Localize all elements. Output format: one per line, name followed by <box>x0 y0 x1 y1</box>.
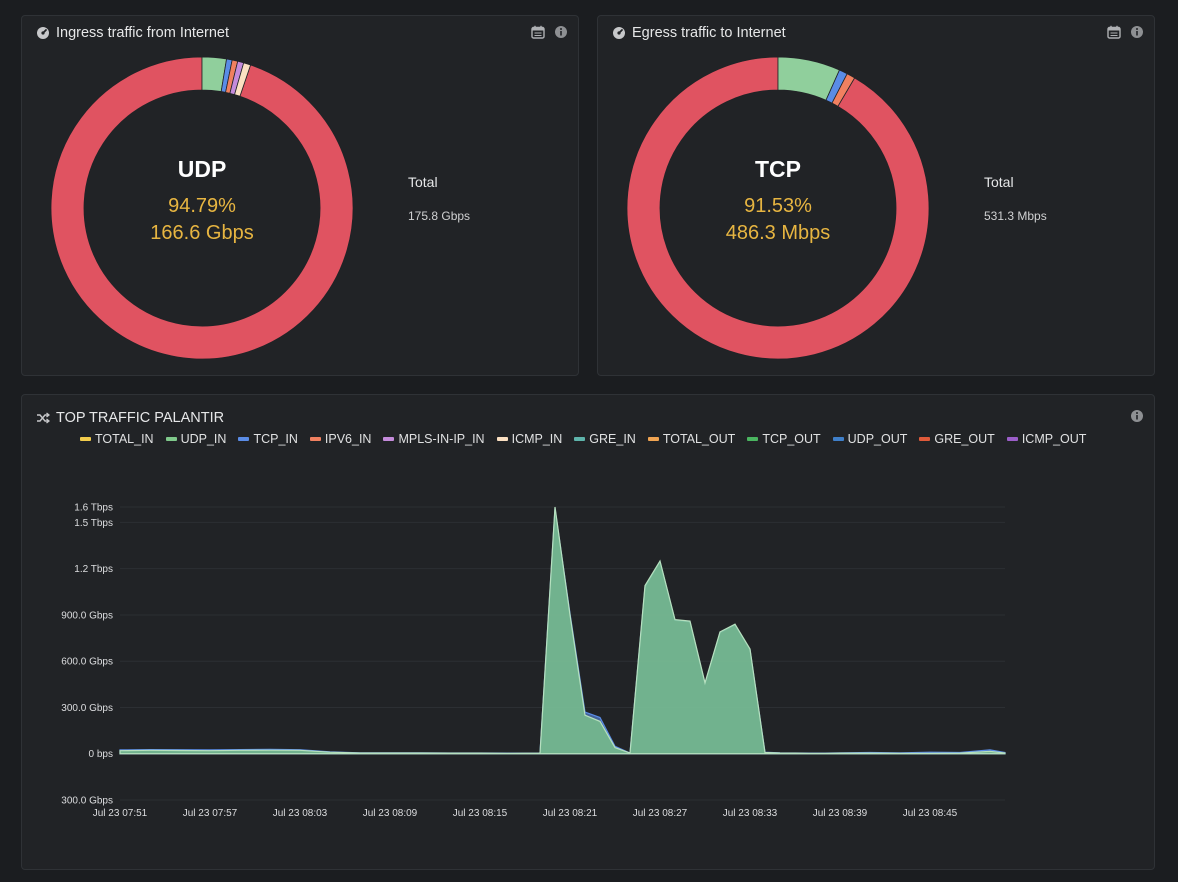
egress-total-value: 531.3 Mbps <box>984 209 1047 223</box>
egress-top-value: 486.3 Mbps <box>725 221 831 244</box>
legend-swatch <box>80 437 91 441</box>
legend-item-total_out[interactable]: TOTAL_OUT <box>647 432 736 446</box>
legend-swatch <box>496 437 508 441</box>
y-tick-label: 900.0 Gbps <box>61 610 113 621</box>
x-tick-label: Jul 23 08:27 <box>633 808 688 819</box>
traffic-panel-title: TOP TRAFFIC PALANTIR <box>56 410 225 426</box>
legend-swatch <box>832 437 844 441</box>
info-icon[interactable] <box>1130 409 1144 423</box>
legend-label: IPV6_IN <box>324 432 372 446</box>
legend-swatch <box>238 437 250 441</box>
y-tick-label: 1.6 Tbps <box>74 503 113 514</box>
x-tick-label: Jul 23 08:39 <box>813 808 868 819</box>
ingress-panel: Ingress traffic from Internet UDP 94.79%… <box>21 15 579 376</box>
legend-swatch <box>574 437 586 441</box>
legend-label: UDP_IN <box>180 432 227 446</box>
egress-panel-header: Egress traffic to Internet <box>612 25 786 41</box>
legend-swatch <box>919 437 931 441</box>
y-tick-label: 300.0 Gbps <box>61 703 113 714</box>
gauge-icon <box>36 26 50 40</box>
legend-item-tcp_in[interactable]: TCP_IN <box>238 432 298 446</box>
legend-swatch <box>1006 437 1018 441</box>
ingress-total-label: Total <box>408 174 438 190</box>
ingress-total: Total 175.8 Gbps <box>408 174 470 223</box>
ingress-top-percent: 94.79% <box>168 194 236 217</box>
x-tick-label: Jul 23 08:15 <box>453 808 508 819</box>
ingress-donut-chart: UDP 94.79% 166.6 Gbps <box>50 56 354 360</box>
gauge-icon <box>612 26 626 40</box>
traffic-legend: TOTAL_IN UDP_IN TCP_IN IPV6_IN MPLS-IN-IP_IN… <box>80 432 1086 446</box>
legend-item-gre_in[interactable]: GRE_IN <box>574 432 636 446</box>
legend-item-total_in[interactable]: TOTAL_IN <box>80 432 154 446</box>
legend-label: MPLS-IN-IP_IN <box>398 432 485 446</box>
traffic-panel-header: TOP TRAFFIC PALANTIR <box>36 410 224 426</box>
egress-top-protocol: TCP <box>755 155 801 182</box>
legend-item-ipv6_in[interactable]: IPV6_IN <box>309 432 372 446</box>
legend-item-icmp_out[interactable]: ICMP_OUT <box>1006 432 1087 446</box>
x-tick-label: Jul 23 08:33 <box>723 808 778 819</box>
ingress-slice-0[interactable] <box>50 56 354 360</box>
ingress-donut-svg <box>50 56 354 360</box>
x-tick-label: Jul 23 08:09 <box>363 808 418 819</box>
series-udp_in-area[interactable] <box>119 506 1006 755</box>
legend-label: TCP_IN <box>253 432 298 446</box>
legend-item-icmp_in[interactable]: ICMP_IN <box>496 432 563 446</box>
legend-item-udp_out[interactable]: UDP_OUT <box>832 432 908 446</box>
legend-swatch <box>309 437 321 441</box>
legend-label: UDP_OUT <box>847 432 908 446</box>
egress-donut-chart: TCP 91.53% 486.3 Mbps <box>626 56 930 360</box>
legend-swatch <box>747 437 759 441</box>
ingress-panel-title: Ingress traffic from Internet <box>56 25 229 41</box>
traffic-area-chart: 1.6 Tbps 1.5 Tbps 1.2 Tbps 900.0 Gbps 600.0 … <box>61 503 1006 819</box>
x-tick-label: Jul 23 07:57 <box>183 808 238 819</box>
legend-label: GRE_OUT <box>934 432 995 446</box>
y-tick-label: 600.0 Gbps <box>61 657 113 668</box>
traffic-panel: TOP TRAFFIC PALANTIR TOTAL_IN UDP_IN TCP_I… <box>21 394 1155 870</box>
y-tick-label: 0 bps <box>89 749 113 760</box>
egress-slice-3[interactable] <box>831 73 856 107</box>
ingress-top-value: 166.6 Gbps <box>150 221 254 244</box>
x-tick-label: Jul 23 07:51 <box>93 808 148 819</box>
y-tick-label: 300.0 Gbps <box>61 796 113 807</box>
legend-item-mpls-in-ip_in[interactable]: MPLS-IN-IP_IN <box>383 432 485 446</box>
legend-label: ICMP_OUT <box>1021 432 1087 446</box>
ingress-top-protocol: UDP <box>177 155 227 182</box>
ingress-panel-header: Ingress traffic from Internet <box>36 25 229 41</box>
legend-label: TOTAL_OUT <box>662 432 736 446</box>
calendar-icon[interactable] <box>531 25 545 39</box>
egress-panel: Egress traffic to Internet TCP 91.53% 48… <box>597 15 1155 376</box>
x-tick-label: Jul 23 08:45 <box>903 808 958 819</box>
legend-label: GRE_IN <box>589 432 636 446</box>
legend-item-tcp_out[interactable]: TCP_OUT <box>747 432 821 446</box>
legend-swatch <box>165 437 177 441</box>
legend-item-udp_in[interactable]: UDP_IN <box>165 432 227 446</box>
ingress-slice-5[interactable] <box>234 62 252 97</box>
calendar-icon[interactable] <box>1107 25 1121 39</box>
legend-swatch <box>647 437 659 441</box>
legend-label: TCP_OUT <box>762 432 821 446</box>
x-tick-label: Jul 23 08:03 <box>273 808 328 819</box>
egress-total: Total 531.3 Mbps <box>984 174 1047 223</box>
legend-swatch <box>383 437 395 441</box>
legend-label: ICMP_IN <box>511 432 563 446</box>
egress-slice-0[interactable] <box>626 56 930 360</box>
info-icon[interactable] <box>554 25 568 39</box>
y-tick-label: 1.5 Tbps <box>74 518 113 529</box>
egress-donut-svg <box>626 56 930 360</box>
info-icon[interactable] <box>1130 25 1144 39</box>
legend-label: TOTAL_IN <box>95 432 154 446</box>
shuffle-icon <box>36 411 51 425</box>
egress-panel-title: Egress traffic to Internet <box>632 25 786 41</box>
y-tick-label: 1.2 Tbps <box>74 564 113 575</box>
x-tick-label: Jul 23 08:21 <box>543 808 598 819</box>
legend-item-gre_out[interactable]: GRE_OUT <box>919 432 995 446</box>
egress-top-percent: 91.53% <box>744 194 812 217</box>
ingress-total-value: 175.8 Gbps <box>408 209 471 223</box>
egress-total-label: Total <box>984 174 1014 190</box>
